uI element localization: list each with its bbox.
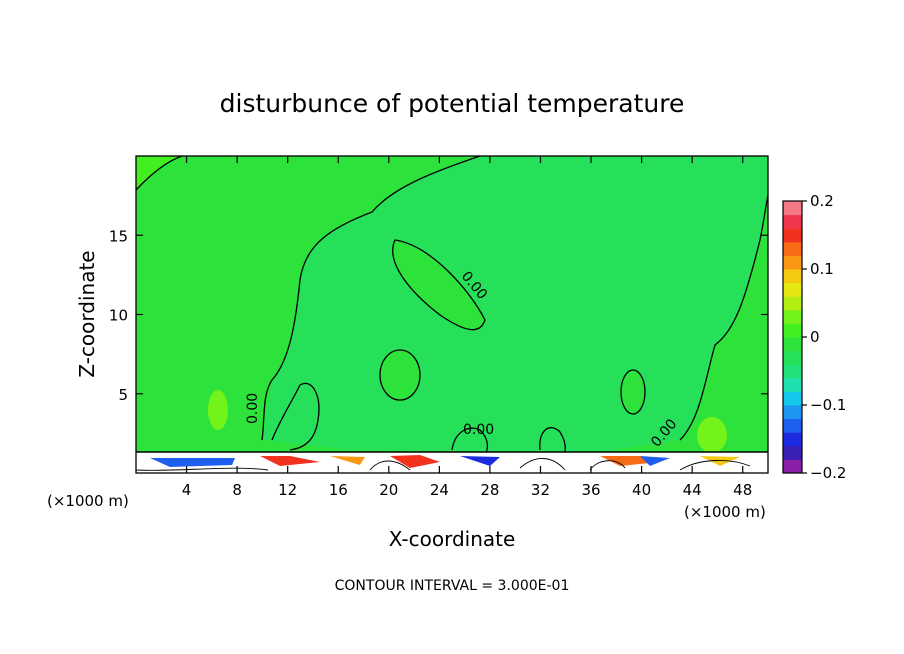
field-region-right-warm	[697, 417, 727, 453]
x-tick-label: 28	[480, 481, 499, 499]
x-tick-label: 36	[581, 481, 600, 499]
contour-line-central-right	[679, 194, 769, 441]
x-tick-label: 20	[379, 481, 398, 499]
colorbar-swatch	[783, 405, 802, 420]
colorbar-swatch	[783, 201, 802, 216]
contour-line-right-cell	[620, 369, 646, 415]
colorbar-tick-label: 0.2	[810, 192, 834, 210]
surface-patch-red-1	[260, 456, 320, 466]
contour-line-low-left	[271, 382, 320, 451]
surface-contour-3	[519, 458, 566, 471]
contour-label: 0.00	[463, 422, 494, 438]
colorbar-swatch	[783, 228, 802, 243]
surface-contour-5	[679, 459, 751, 471]
colorbar-swatch	[783, 282, 802, 297]
x-tick-label: 40	[632, 481, 651, 499]
colorbar-swatch	[783, 241, 802, 256]
x-unit-left: (×1000 m)	[47, 492, 129, 510]
surface-patch-blue-3	[640, 456, 670, 466]
field-region-left-warm	[208, 390, 228, 430]
field-region-upper-left	[136, 156, 182, 190]
x-tick-label: 8	[232, 481, 242, 499]
y-tick-label: 10	[109, 307, 128, 325]
field-region-upper-cell	[392, 240, 485, 330]
plot-area: 0.00 0.00 0.00 0.00	[135, 155, 769, 474]
x-unit-right: (×1000 m)	[684, 503, 766, 521]
y-axis-ticks: 5 10 15	[109, 227, 768, 404]
x-tick-label: 32	[531, 481, 550, 499]
colorbar-swatch	[783, 377, 802, 392]
surface-contour-4	[589, 460, 626, 471]
colorbar-tick-label: 0.1	[810, 260, 834, 278]
colorbar-swatch	[783, 296, 802, 311]
x-tick-label: 16	[329, 481, 348, 499]
colorbar-tick-labels: 0.2 0.1 0 −0.1 −0.2	[802, 192, 846, 482]
colorbar-tick-label: 0	[810, 328, 820, 346]
colorbar-tick-label: −0.1	[810, 396, 846, 414]
y-tick-label: 15	[109, 227, 128, 245]
contour-line-central-left	[261, 155, 481, 441]
colorbar-swatch	[783, 323, 802, 338]
colorbar	[782, 200, 803, 474]
contour-label: 0.00	[245, 393, 261, 424]
field-region-right-cell	[621, 370, 645, 414]
x-tick-label: 48	[733, 481, 752, 499]
contour-line-mid-cell	[379, 349, 421, 401]
x-tick-label: 44	[683, 481, 702, 499]
contour-line-upper-cell	[392, 239, 486, 331]
contour-interval-note: CONTOUR INTERVAL = 3.000E-01	[335, 578, 570, 594]
y-tick-label: 5	[118, 386, 128, 404]
colorbar-swatch	[783, 391, 802, 406]
x-axis-label: X-coordinate	[389, 527, 516, 551]
colorbar-tick-label: −0.2	[810, 464, 846, 482]
x-tick-label: 12	[278, 481, 297, 499]
x-tick-label: 24	[430, 481, 449, 499]
colorbar-swatch	[783, 255, 802, 270]
colorbar-swatch	[783, 418, 802, 433]
surface-patch-yellow-1	[700, 456, 740, 466]
surface-patch-red-2	[390, 455, 440, 468]
contour-line-low-center	[451, 427, 489, 456]
colorbar-swatch	[783, 309, 802, 324]
colorbar-swatch	[783, 459, 802, 474]
surface-patch-blue-1	[150, 458, 235, 467]
surface-contour-1	[135, 456, 269, 471]
x-axis-ticks: 4 8 12 16 20 24 28 32 36 40 44 48	[182, 156, 752, 499]
surface-contour-2	[369, 460, 411, 471]
surface-patch-orange-1	[330, 456, 365, 465]
colorbar-swatch	[783, 337, 802, 352]
chart-title: disturbunce of potential temperature	[220, 89, 685, 118]
colorbar-swatch	[783, 350, 802, 365]
colorbar-swatch	[783, 269, 802, 284]
contour-line-upper-left	[135, 155, 183, 191]
colorbar-swatch	[783, 445, 802, 460]
x-tick-label: 4	[182, 481, 192, 499]
surface-patch-blue-2	[460, 456, 500, 466]
colorbar-swatch	[783, 364, 802, 379]
y-axis-label: Z-coordinate	[75, 250, 99, 377]
field-region-mid-cell	[380, 350, 420, 400]
colorbar-swatch	[783, 214, 802, 229]
colorbar-swatch	[783, 432, 802, 447]
